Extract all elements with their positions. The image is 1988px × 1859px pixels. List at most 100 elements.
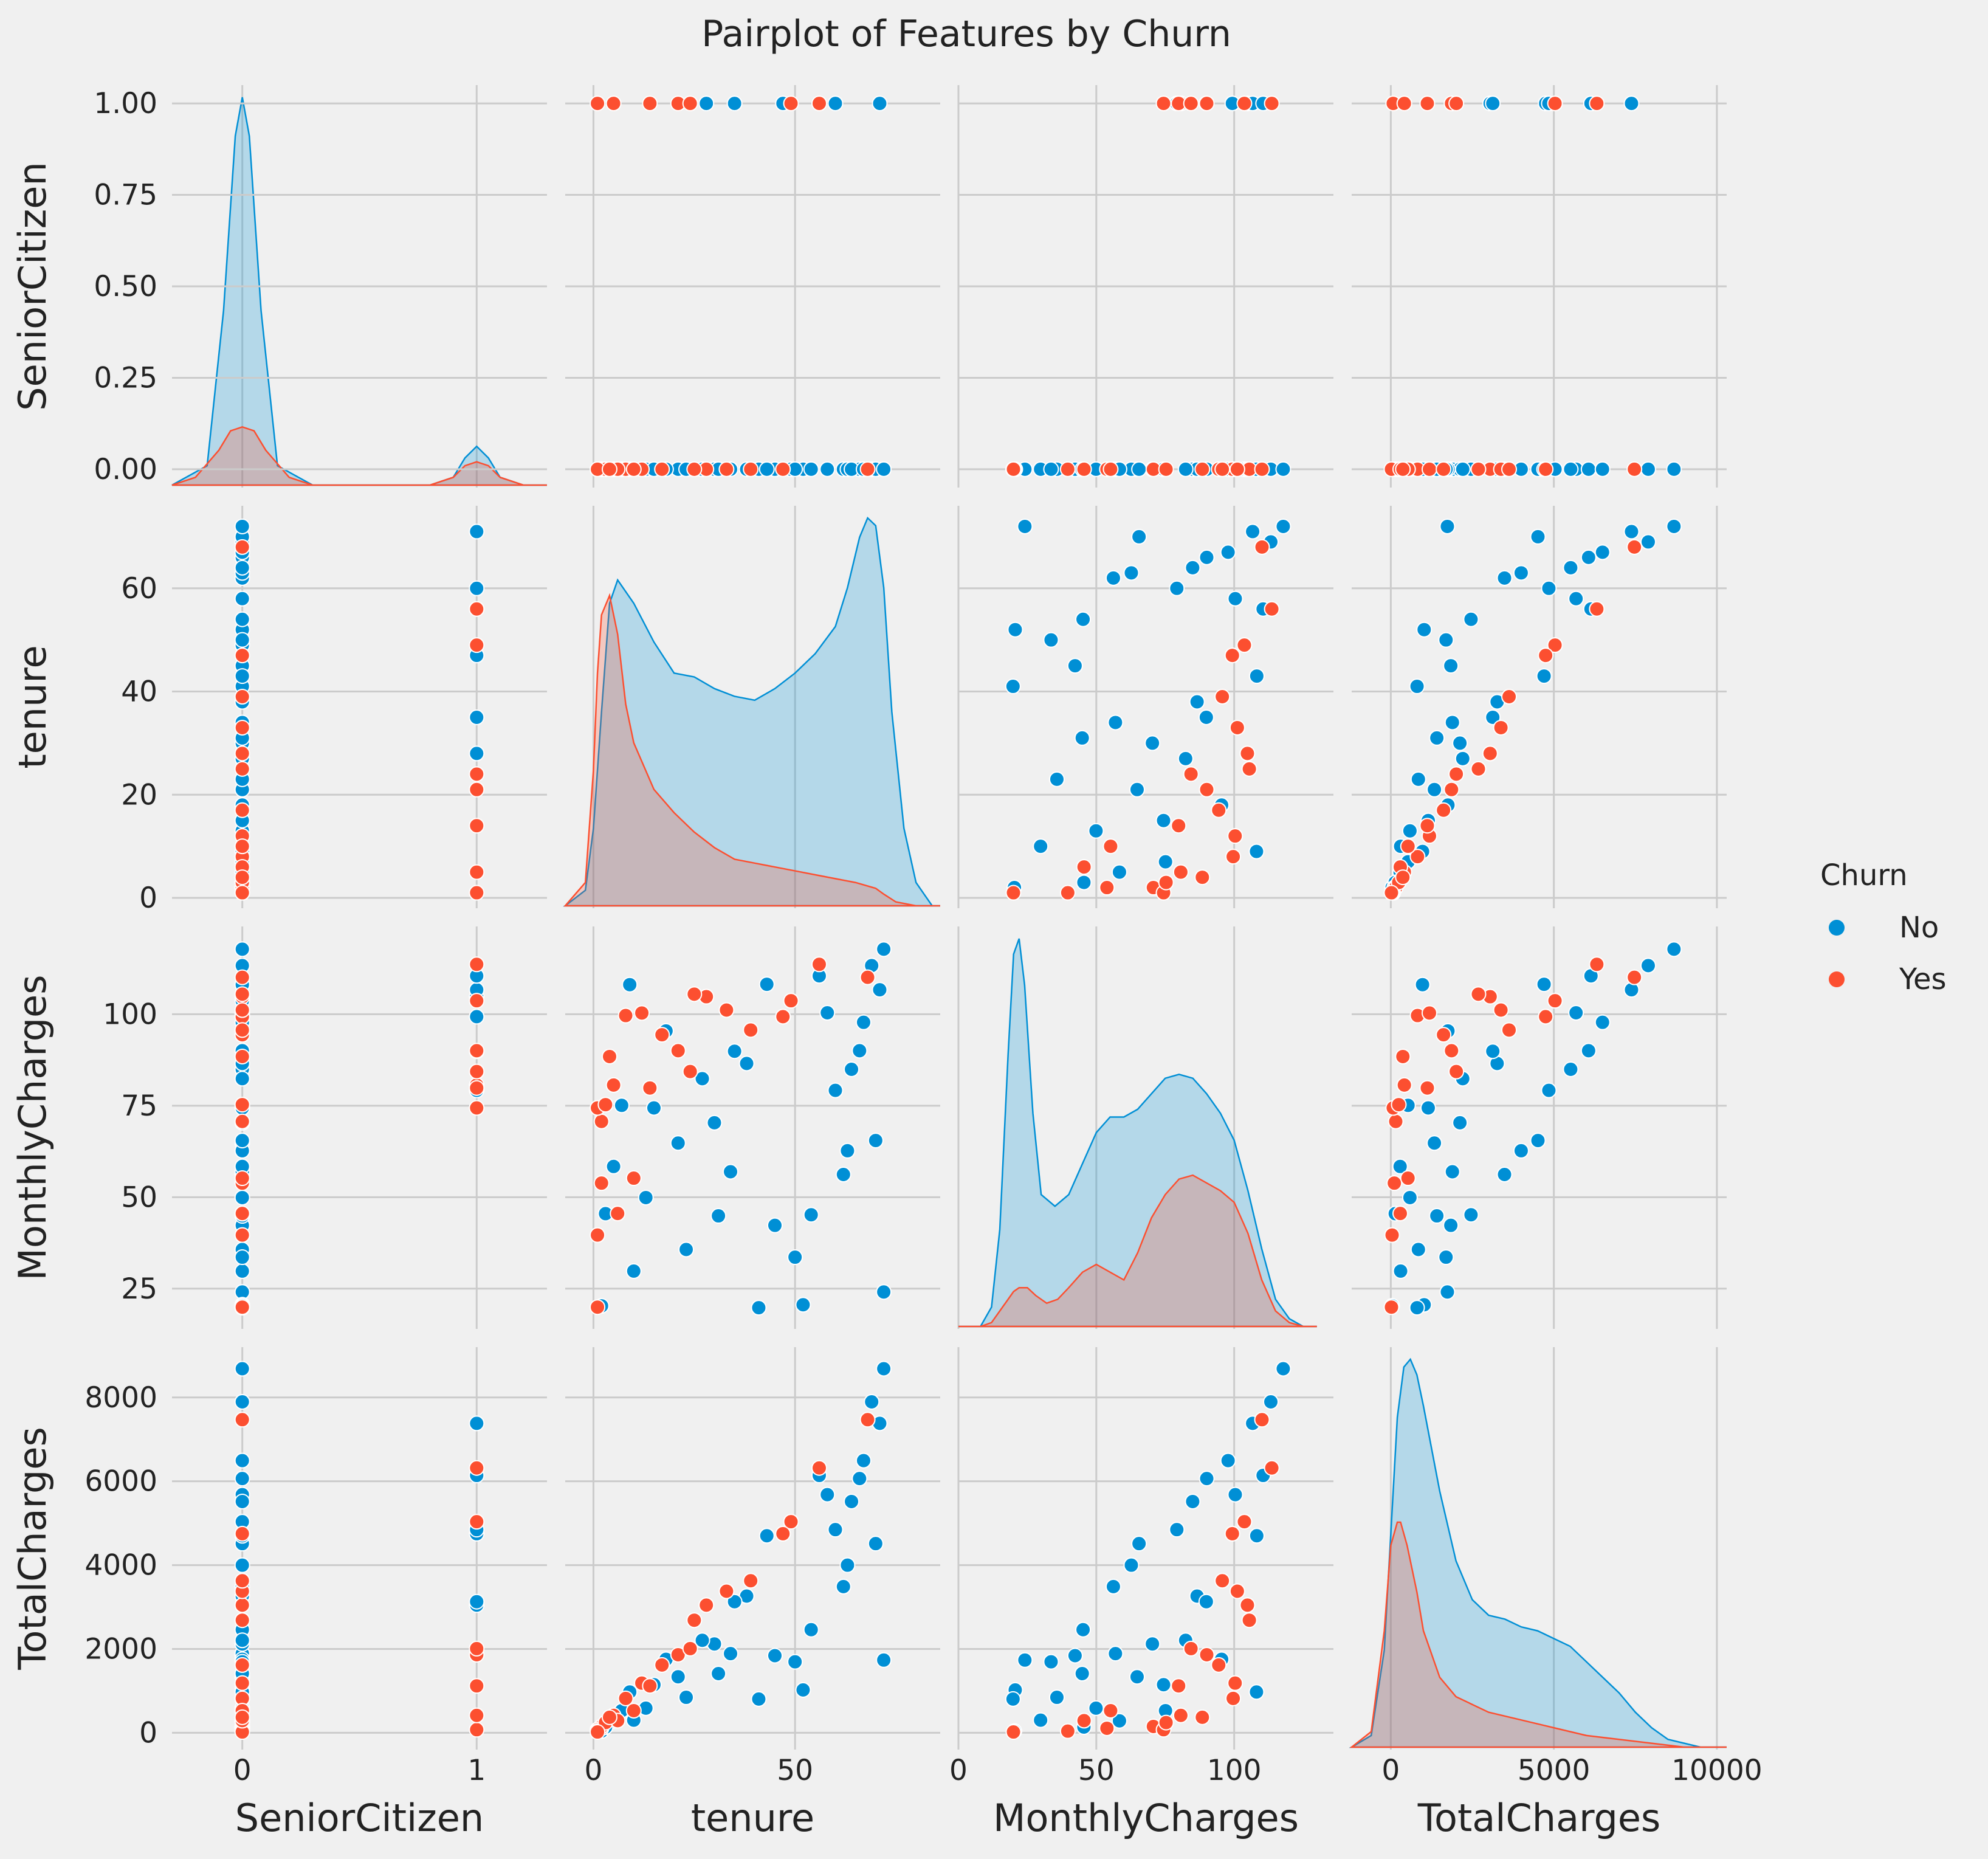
point-MonthlyCharges-tenure-no-38 [1043,632,1059,648]
point-TotalCharges-tenure-no-35 [1666,518,1682,534]
point-SeniorCitizen-tenure-yes-12 [234,802,250,818]
point-tenure-TotalCharges-no-13 [723,1646,739,1662]
panel-SeniorCitizen-vs-tenure [565,85,940,488]
ylabel-SeniorCitizen: SeniorCitizen [10,162,55,410]
point-SeniorCitizen-tenure-no-25 [469,580,485,596]
point-TotalCharges-MonthlyCharges-yes-13 [1443,1043,1460,1059]
panel-MonthlyCharges-vs-MonthlyCharges [957,926,1317,1329]
xtick-label-tenure-1: 50 [777,1754,813,1787]
point-tenure-MonthlyCharges-yes-20 [859,969,876,985]
point-TotalCharges-MonthlyCharges-no-35 [1666,941,1682,957]
point-tenure-MonthlyCharges-no-1 [766,1217,783,1233]
point-tenure-TotalCharges-no-31 [758,1528,775,1544]
point-MonthlyCharges-TotalCharges-no-0 [1017,1652,1033,1668]
point-MonthlyCharges-TotalCharges-yes-22 [1194,1709,1211,1725]
point-tenure-MonthlyCharges-no-36 [622,976,638,993]
panel-SeniorCitizen-vs-MonthlyCharges [957,85,1333,488]
point-MonthlyCharges-TotalCharges-no-23 [1185,1493,1201,1509]
point-TotalCharges-MonthlyCharges-yes-22 [1395,1048,1411,1064]
point-MonthlyCharges-TotalCharges-yes-10 [1102,1702,1119,1719]
point-MonthlyCharges-TotalCharges-no-25 [1169,1522,1185,1538]
point-SeniorCitizen-MonthlyCharges-yes-16 [234,1299,250,1316]
point-TotalCharges-tenure-yes-16 [1383,885,1400,901]
point-TotalCharges-MonthlyCharges-yes-9 [1396,1077,1412,1093]
point-tenure-SeniorCitizen-yes-11 [775,461,791,477]
point-tenure-TotalCharges-no-25 [827,1522,844,1538]
xtick-label-TotalCharges-1: 5000 [1518,1754,1591,1787]
point-MonthlyCharges-tenure-no-34 [1074,729,1090,746]
point-MonthlyCharges-tenure-no-30 [1198,709,1214,725]
point-MonthlyCharges-TotalCharges-no-4 [1105,1578,1121,1595]
panel-SeniorCitizen-vs-SeniorCitizen: 0.00 0.25 0.50 0.75 1.00 SeniorCitizen [10,85,547,488]
panel-tenure-vs-TotalCharges [1352,506,1727,908]
point-MonthlyCharges-tenure-yes-0 [1099,880,1115,896]
point-SeniorCitizen-tenure-yes-10 [234,838,250,855]
ytick-label-SeniorCitizen-1: 0.25 [94,361,157,395]
point-TotalCharges-tenure-yes-21 [1501,689,1518,705]
point-TotalCharges-MonthlyCharges-no-33 [1594,1014,1611,1030]
point-MonthlyCharges-SeniorCitizen-yes-10 [1102,461,1119,477]
point-tenure-TotalCharges-no-35 [876,1361,892,1377]
point-MonthlyCharges-tenure-yes-11 [1224,647,1240,664]
point-MonthlyCharges-TotalCharges-yes-5 [1236,1514,1253,1530]
point-tenure-MonthlyCharges-no-8 [795,1297,811,1313]
point-tenure-MonthlyCharges-no-34 [710,1208,727,1224]
panel-TotalCharges-vs-tenure: 0 50 tenure [565,1347,940,1840]
point-TotalCharges-tenure-no-39 [1454,750,1471,767]
point-TotalCharges-MonthlyCharges-no-30 [1485,1043,1501,1060]
point-SeniorCitizen-MonthlyCharges-yes-19 [469,1080,485,1096]
panel-SeniorCitizen-vs-TotalCharges [1352,85,1727,488]
panel-MonthlyCharges-vs-SeniorCitizen: 25 50 75 100 MonthlyCharges [10,926,547,1329]
point-TotalCharges-tenure-no-11 [1568,590,1584,607]
point-MonthlyCharges-tenure-no-9 [1245,523,1261,540]
point-tenure-TotalCharges-no-16 [851,1471,868,1487]
point-TotalCharges-MonthlyCharges-no-17 [1513,1142,1529,1159]
point-tenure-TotalCharges-yes-17 [811,1460,827,1476]
point-MonthlyCharges-TotalCharges-no-7 [1263,1393,1279,1410]
point-MonthlyCharges-tenure-yes-10 [1102,838,1119,855]
point-TotalCharges-SeniorCitizen-yes-20 [1626,461,1643,477]
point-SeniorCitizen-tenure-yes-20 [234,539,250,555]
point-SeniorCitizen-tenure-yes-5 [469,637,485,654]
panel-TotalCharges-vs-SeniorCitizen: 0 2000 4000 6000 8000 TotalCharges 0 1 SeniorCit… [10,1347,547,1840]
point-tenure-MonthlyCharges-no-9 [872,982,888,998]
point-tenure-TotalCharges-no-11 [819,1486,836,1503]
point-MonthlyCharges-tenure-no-29 [1131,528,1147,545]
point-tenure-TotalCharges-no-10 [670,1669,686,1685]
point-tenure-TotalCharges-yes-20 [859,1412,876,1428]
point-MonthlyCharges-TotalCharges-no-2 [1033,1712,1049,1728]
point-TotalCharges-tenure-no-31 [1536,668,1552,685]
point-TotalCharges-tenure-yes-19 [1419,818,1436,834]
point-tenure-SeniorCitizen-yes-4 [590,95,606,112]
point-tenure-TotalCharges-no-30 [726,1593,743,1610]
point-tenure-TotalCharges-yes-12 [654,1657,670,1673]
ytick-label-TotalCharges-3: 6000 [84,1465,157,1499]
point-MonthlyCharges-tenure-no-21 [1005,678,1021,695]
point-tenure-TotalCharges-no-7 [864,1393,880,1410]
point-MonthlyCharges-TotalCharges-no-21 [1005,1691,1021,1707]
point-MonthlyCharges-TotalCharges-no-5 [1088,1700,1104,1716]
point-tenure-MonthlyCharges-no-27 [803,1207,819,1223]
point-TotalCharges-MonthlyCharges-no-10 [1426,1135,1443,1151]
point-MonthlyCharges-SeniorCitizen-no-38 [1043,461,1059,477]
point-tenure-MonthlyCharges-no-16 [851,1043,868,1059]
point-SeniorCitizen-TotalCharges-no-33 [234,1452,250,1469]
point-MonthlyCharges-TotalCharges-no-13 [1107,1646,1124,1662]
ytick-label-TotalCharges-4: 8000 [84,1381,157,1415]
point-SeniorCitizen-tenure-yes-9 [469,864,485,880]
point-MonthlyCharges-tenure-yes-9 [1172,864,1189,880]
point-MonthlyCharges-tenure-yes-20 [1254,539,1270,555]
point-SeniorCitizen-tenure-no-35 [234,518,250,534]
point-tenure-MonthlyCharges-no-21 [751,1300,767,1316]
point-tenure-MonthlyCharges-yes-11 [775,1009,791,1025]
point-MonthlyCharges-tenure-no-16 [1199,549,1215,565]
point-tenure-MonthlyCharges-yes-21 [743,1022,759,1038]
point-TotalCharges-MonthlyCharges-yes-21 [1501,1022,1518,1038]
point-MonthlyCharges-SeniorCitizen-yes-4 [1155,95,1172,112]
point-MonthlyCharges-TotalCharges-no-17 [1123,1557,1140,1573]
point-SeniorCitizen-tenure-yes-15 [234,719,250,736]
point-MonthlyCharges-SeniorCitizen-yes-18 [1076,461,1092,477]
point-tenure-SeniorCitizen-yes-22 [601,461,617,477]
point-TotalCharges-tenure-yes-10 [1400,838,1416,855]
point-tenure-MonthlyCharges-no-23 [844,1061,860,1078]
